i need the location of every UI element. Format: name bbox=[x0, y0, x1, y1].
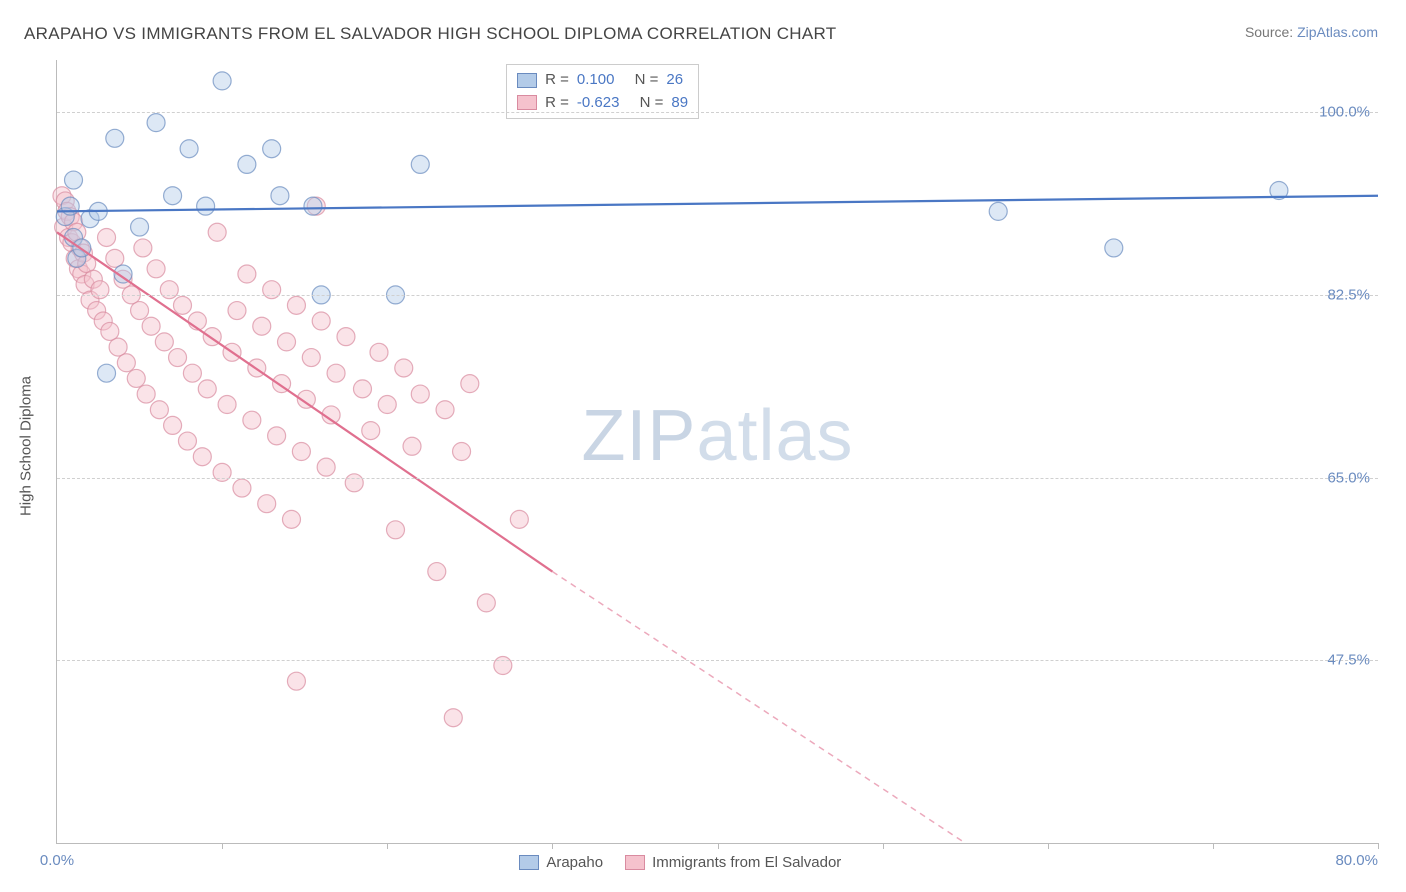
x-tick bbox=[222, 843, 223, 849]
y-tick-label: 65.0% bbox=[1327, 469, 1370, 486]
x-tick bbox=[883, 843, 884, 849]
legend-label-elsalvador: Immigrants from El Salvador bbox=[652, 854, 841, 871]
chart-svg bbox=[57, 60, 1378, 843]
x-tick bbox=[1378, 843, 1379, 849]
n-value-arapaho: 26 bbox=[666, 69, 683, 92]
n-prefix: N = bbox=[635, 69, 659, 92]
chart-title: ARAPAHO VS IMMIGRANTS FROM EL SALVADOR H… bbox=[24, 24, 836, 44]
legend-item-arapaho: Arapaho bbox=[519, 854, 603, 871]
n-value-elsalvador: 89 bbox=[671, 92, 688, 115]
gridline bbox=[57, 295, 1378, 296]
x-tick bbox=[1048, 843, 1049, 849]
x-tick bbox=[1213, 843, 1214, 849]
x-tick bbox=[552, 843, 553, 849]
gridline bbox=[57, 478, 1378, 479]
legend-stats-box: R = 0.100 N = 26 R = -0.623 N = 89 bbox=[506, 64, 699, 119]
r-prefix: R = bbox=[545, 69, 569, 92]
y-axis-label: High School Diploma bbox=[18, 376, 35, 516]
swatch-elsalvador bbox=[517, 95, 537, 110]
legend-label-arapaho: Arapaho bbox=[546, 854, 603, 871]
x-tick bbox=[718, 843, 719, 849]
bottom-legend: Arapaho Immigrants from El Salvador bbox=[519, 854, 841, 871]
source-value: ZipAtlas.com bbox=[1297, 24, 1378, 40]
gridline bbox=[57, 112, 1378, 113]
source-label: Source: bbox=[1245, 24, 1293, 40]
legend-item-elsalvador: Immigrants from El Salvador bbox=[625, 854, 841, 871]
y-tick-label: 100.0% bbox=[1319, 104, 1370, 121]
x-tick bbox=[387, 843, 388, 849]
n-prefix: N = bbox=[640, 92, 664, 115]
r-value-arapaho: 0.100 bbox=[577, 69, 615, 92]
r-value-elsalvador: -0.623 bbox=[577, 92, 620, 115]
swatch-arapaho bbox=[517, 73, 537, 88]
x-origin-label: 0.0% bbox=[40, 852, 74, 869]
legend-stats-row-arapaho: R = 0.100 N = 26 bbox=[517, 69, 688, 92]
source-credit: Source: ZipAtlas.com bbox=[1245, 24, 1378, 40]
legend-stats-row-elsalvador: R = -0.623 N = 89 bbox=[517, 92, 688, 115]
y-tick-label: 47.5% bbox=[1327, 652, 1370, 669]
r-prefix: R = bbox=[545, 92, 569, 115]
y-tick-label: 82.5% bbox=[1327, 286, 1370, 303]
gridline bbox=[57, 660, 1378, 661]
x-max-label: 80.0% bbox=[1335, 852, 1378, 869]
swatch-elsalvador bbox=[625, 855, 645, 870]
plot-area: ZIPatlas R = 0.100 N = 26 R = -0.623 N =… bbox=[56, 60, 1378, 844]
swatch-arapaho bbox=[519, 855, 539, 870]
